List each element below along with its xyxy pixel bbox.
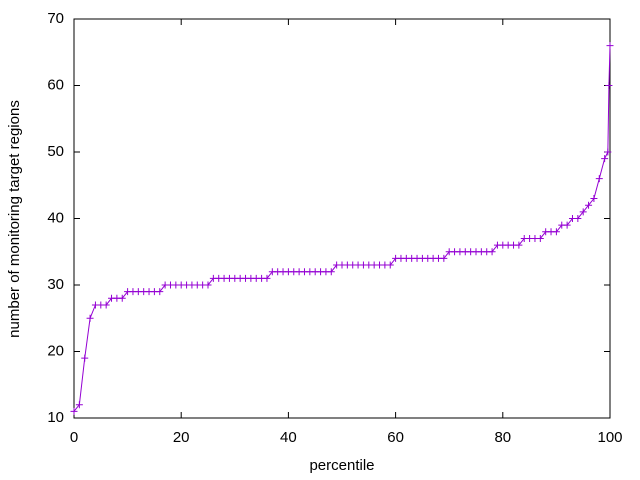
data-point bbox=[81, 354, 89, 362]
x-tick-label: 60 bbox=[387, 429, 404, 446]
data-point bbox=[204, 281, 212, 289]
data-point bbox=[579, 208, 587, 216]
y-axis-title: number of monitoring target regions bbox=[6, 100, 23, 338]
x-tick-label: 20 bbox=[173, 429, 190, 446]
data-point bbox=[595, 175, 603, 183]
data-line bbox=[73, 45, 611, 412]
x-tick-label: 80 bbox=[494, 429, 511, 446]
data-point bbox=[488, 248, 496, 256]
y-tick-label: 30 bbox=[47, 276, 64, 293]
data-point bbox=[75, 401, 83, 409]
data-point bbox=[102, 301, 110, 309]
data-point bbox=[515, 241, 523, 249]
data-point bbox=[70, 407, 78, 415]
data-point bbox=[86, 314, 94, 322]
data-point bbox=[327, 268, 335, 276]
data-point bbox=[601, 155, 609, 163]
data-point bbox=[563, 221, 571, 229]
data-point bbox=[156, 288, 164, 296]
y-tick-label: 10 bbox=[47, 409, 64, 426]
x-tick-label: 40 bbox=[280, 429, 297, 446]
data-point bbox=[604, 148, 612, 156]
plot-frame bbox=[73, 18, 611, 419]
data-point bbox=[605, 82, 613, 89]
y-tick-label: 60 bbox=[47, 76, 64, 93]
y-tick-label: 20 bbox=[47, 342, 64, 359]
x-axis-title: percentile bbox=[309, 457, 374, 474]
data-point bbox=[574, 215, 582, 222]
y-tick-label: 40 bbox=[47, 209, 64, 226]
data-point bbox=[585, 201, 593, 209]
x-tick-label: 0 bbox=[70, 429, 78, 446]
x-tick-label: 100 bbox=[597, 429, 622, 446]
data-point bbox=[118, 294, 126, 302]
data-point bbox=[536, 234, 544, 242]
y-tick-label: 70 bbox=[47, 10, 64, 27]
data-point bbox=[590, 195, 598, 203]
data-point bbox=[440, 254, 448, 262]
data-point bbox=[606, 42, 614, 50]
data-point bbox=[386, 261, 394, 269]
data-point bbox=[552, 228, 560, 236]
y-tick-label: 50 bbox=[47, 143, 64, 160]
data-point bbox=[263, 274, 271, 282]
